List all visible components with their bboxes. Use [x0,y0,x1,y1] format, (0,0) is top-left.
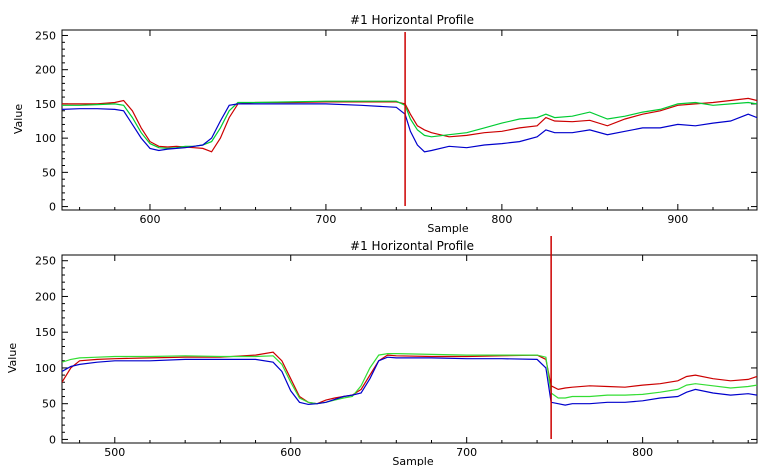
y-tick-label: 0 [49,433,56,446]
x-tick-label: 600 [139,213,160,226]
chart-title: #1 Horizontal Profile [350,13,474,27]
series-line-1 [62,97,757,153]
plot-frame [61,29,758,211]
y-axis-label: Value [12,104,25,134]
profile-chart-bottom: #1 Horizontal Profile Value Sample 0 50 10… [0,234,761,466]
plot-frame [61,254,758,444]
y-tick-label: 250 [35,255,56,268]
x-tick-label: 800 [491,213,512,226]
y-tick-label: 200 [35,290,56,303]
series-line-3 [62,356,757,406]
x-axis-label: Sample [427,222,468,234]
x-tick-label: 800 [632,446,653,459]
x-tick-label: 700 [315,213,336,226]
profile-chart-top: #1 Horizontal Profile Value Sample 0 50 10… [12,13,758,234]
x-tick-label: 600 [280,446,301,459]
y-tick-label: 100 [35,132,56,145]
x-axis-label: Sample [392,455,433,466]
y-tick-label: 150 [35,326,56,339]
series-group [62,351,757,406]
x-tick-label: 700 [456,446,477,459]
y-tick-label: 250 [35,29,56,42]
series-line-2 [62,352,757,405]
profile-chart-top-svg: #1 Horizontal Profile Value Sample 0 50 10… [12,13,758,234]
y-tick-label: 50 [42,398,56,411]
y-tick-label: 0 [49,201,56,214]
series-line-2 [62,100,757,150]
series-group [62,97,757,153]
chart-title: #1 Horizontal Profile [350,239,474,253]
y-tick-label: 50 [42,166,56,179]
y-tick-label: 100 [35,362,56,375]
x-tick-label: 900 [667,213,688,226]
series-line-3 [62,103,757,153]
x-tick-label: 500 [104,446,125,459]
y-tick-label: 150 [35,98,56,111]
y-axis-label: Value [6,343,19,373]
profile-chart-bottom-svg: #1 Horizontal Profile Value Sample 0 50 10… [6,236,758,466]
y-tick-label: 200 [35,64,56,77]
